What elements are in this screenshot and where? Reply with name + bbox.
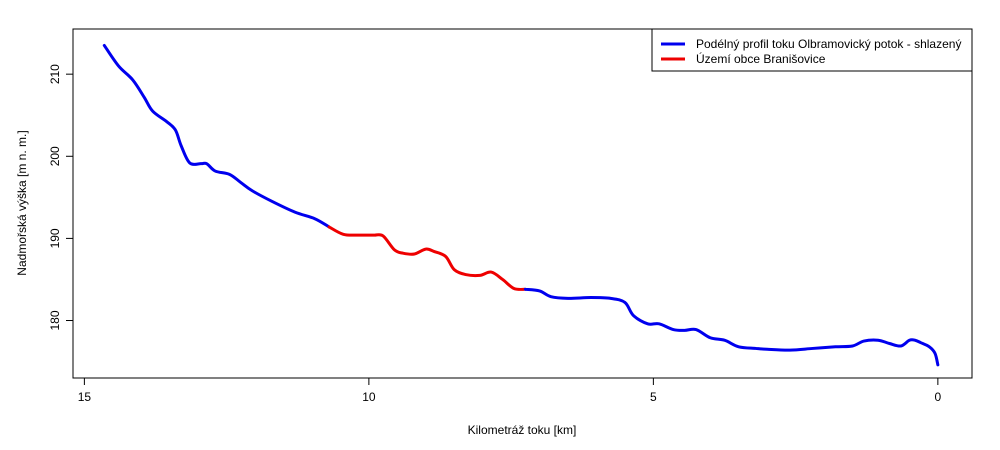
x-tick-label: 15 (78, 390, 92, 404)
legend: Podélný profil toku Olbramovický potok -… (651, 28, 973, 72)
x-tick-label: 10 (362, 390, 376, 404)
plot-frame (72, 28, 973, 379)
series-layer (102, 43, 940, 367)
y-tick-label: 180 (48, 310, 62, 330)
x-tick-label: 5 (650, 390, 657, 404)
series-line-2 (327, 225, 527, 291)
y-tick-label: 200 (48, 146, 62, 166)
x-tick-label: 0 (935, 390, 942, 404)
x-axis: 15 10 5 0 (78, 377, 942, 404)
x-axis-title: Kilometráž toku [km] (468, 423, 577, 437)
series-line-1 (102, 43, 331, 229)
y-axis: 180 190 200 210 (48, 64, 74, 331)
legend-label-series-2: Území obce Branišovice (696, 51, 826, 66)
series-line-3 (523, 287, 940, 367)
y-tick-label: 190 (48, 228, 62, 248)
legend-box (651, 28, 973, 72)
y-tick-label: 210 (48, 64, 62, 84)
legend-label-series-1: Podélný profil toku Olbramovický potok -… (696, 37, 961, 51)
y-axis-title: Nadmořská výška [m n. m.] (15, 130, 29, 275)
